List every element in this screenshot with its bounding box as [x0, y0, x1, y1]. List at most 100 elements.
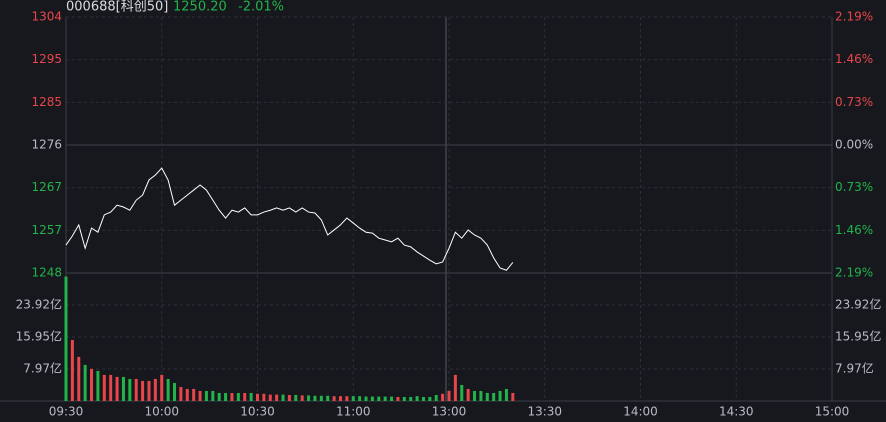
volume-bar — [377, 396, 381, 401]
volume-bar — [70, 339, 74, 401]
volume-bar — [511, 392, 515, 401]
volume-bar — [287, 394, 291, 401]
last-price: 1250.20 — [173, 0, 227, 15]
volume-bar — [402, 396, 406, 401]
volume-bar — [504, 388, 508, 401]
index-code: 000688[科创50] — [66, 0, 168, 15]
volume-bar — [319, 395, 323, 401]
volume-bar — [147, 380, 151, 401]
volume-bar — [300, 395, 304, 401]
volume-bar — [441, 393, 445, 401]
volume-bar — [345, 396, 349, 401]
volume-bar — [473, 390, 477, 401]
volume-bar — [121, 376, 125, 401]
volume-bar — [409, 396, 413, 401]
x-tick-label: 11:00 — [336, 405, 371, 419]
y2-tick-label: 2.19% — [835, 10, 873, 24]
y2-tick-label: 0.73% — [835, 95, 873, 109]
volume-bar — [338, 396, 342, 401]
volume-bar — [275, 394, 279, 401]
volume-bar — [307, 395, 311, 401]
volume-tick-label: 7.97亿 — [23, 361, 62, 376]
volume-bar — [453, 374, 457, 401]
y2-tick-label: 1.46% — [835, 52, 873, 66]
x-tick-label: 14:00 — [623, 405, 658, 419]
volume-bar — [198, 390, 202, 401]
y2-tick-label: 1.46% — [835, 223, 873, 237]
volume-bar — [498, 390, 502, 401]
volume-bar — [96, 370, 100, 401]
volume-bar — [192, 388, 196, 401]
volume-bar — [211, 390, 215, 401]
x-tick-label: 10:30 — [240, 405, 275, 419]
volume-bar — [421, 396, 425, 401]
y-tick-label: 1257 — [31, 223, 62, 237]
volume-bar — [370, 396, 374, 401]
volume-bar — [236, 392, 240, 401]
volume-bar — [358, 396, 362, 401]
volume-bar — [281, 394, 285, 401]
volume-bar — [141, 380, 145, 401]
volume-bar — [153, 378, 157, 401]
volume-bar — [262, 393, 266, 401]
volume-bar — [396, 396, 400, 401]
volume-bar — [64, 276, 68, 401]
y-tick-label: 1248 — [31, 266, 62, 280]
volume-bar — [217, 392, 221, 401]
volume-bar — [294, 394, 298, 401]
y2-tick-label: 0.73% — [835, 180, 873, 194]
volume-tick-label: 15.95亿 — [16, 328, 62, 343]
price-line — [65, 167, 514, 271]
volume-bar — [434, 394, 438, 401]
volume-bar — [313, 395, 317, 401]
volume-bar — [230, 392, 234, 401]
volume-bar — [185, 388, 189, 401]
volume-tick-label-right: 23.92亿 — [835, 296, 881, 311]
volume-bar — [224, 392, 228, 401]
volume-bar — [268, 394, 272, 401]
volume-bar — [460, 384, 464, 401]
volume-bar — [466, 388, 470, 401]
x-tick-label: 09:30 — [49, 405, 84, 419]
y-tick-label: 1267 — [31, 180, 62, 194]
volume-bar — [364, 396, 368, 401]
y-tick-label: 1285 — [31, 95, 62, 109]
y-tick-label: 1295 — [31, 52, 62, 66]
x-tick-label: 13:00 — [432, 405, 467, 419]
volume-bar — [249, 392, 253, 401]
volume-bar — [134, 378, 138, 401]
volume-bar — [428, 396, 432, 401]
volume-bar — [83, 364, 87, 401]
volume-bar — [332, 396, 336, 401]
x-tick-label: 14:30 — [719, 405, 754, 419]
volume-tick-label-right: 15.95亿 — [835, 328, 881, 343]
volume-bar — [109, 374, 113, 401]
volume-bar — [492, 392, 496, 401]
volume-bar — [447, 390, 451, 401]
volume-bar — [90, 368, 94, 401]
volume-bar — [115, 376, 119, 401]
y-tick-label: 1304 — [31, 10, 62, 24]
volume-bar — [179, 386, 183, 401]
volume-tick-label: 23.92亿 — [16, 296, 62, 311]
volume-bar — [383, 396, 387, 401]
volume-bar — [243, 392, 247, 401]
volume-bar — [204, 390, 208, 401]
volume-bar — [351, 396, 355, 401]
volume-bar — [326, 395, 330, 401]
y-tick-label: 1276 — [31, 138, 62, 152]
volume-bar — [485, 392, 489, 401]
volume-bar — [77, 356, 81, 401]
volume-bar — [390, 396, 394, 401]
y2-tick-label: 0.00% — [835, 138, 873, 152]
y2-tick-label: 2.19% — [835, 266, 873, 280]
x-tick-label: 13:30 — [527, 405, 562, 419]
volume-tick-label-right: 7.97亿 — [835, 361, 874, 376]
volume-bar — [256, 393, 259, 401]
volume-bar — [166, 378, 170, 401]
volume-bar — [160, 374, 164, 401]
volume-bar — [415, 396, 419, 401]
